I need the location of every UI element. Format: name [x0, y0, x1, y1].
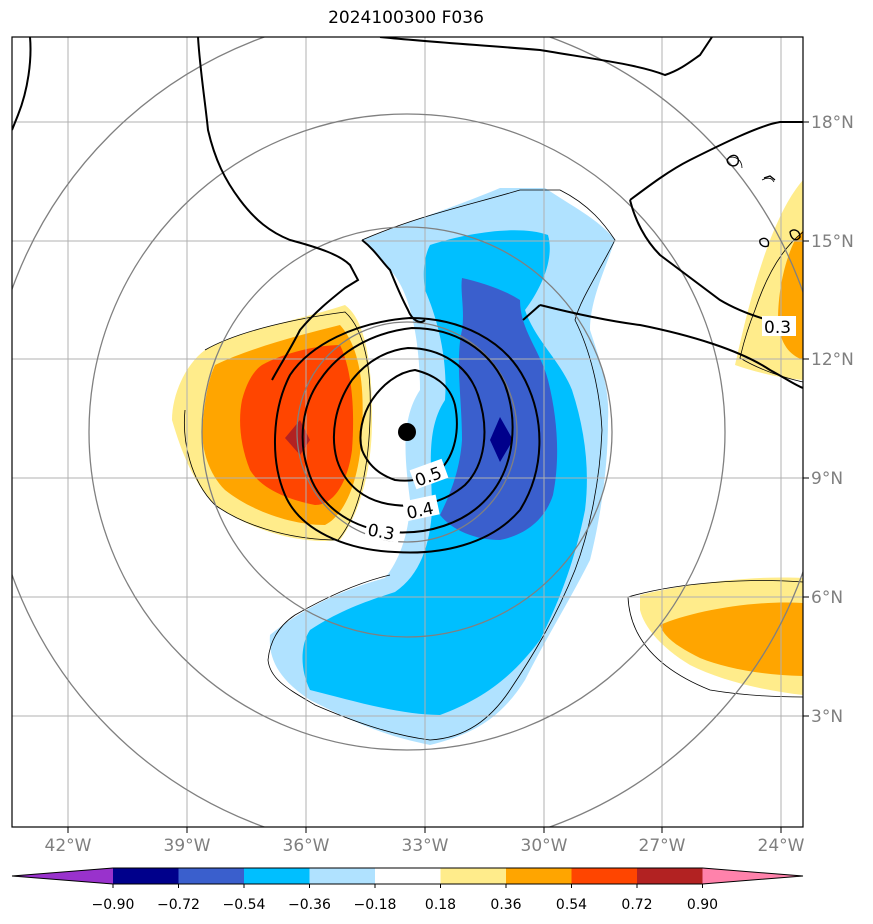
- lon-tick-label: 27°W: [639, 836, 686, 856]
- lon-tick-label: 33°W: [402, 836, 449, 856]
- colorbar-tick-label: 0.18: [425, 897, 456, 913]
- colorbar-bin: [178, 868, 245, 884]
- colorbar-extend-high: [702, 868, 803, 884]
- lat-tick-label: 3°N: [811, 707, 843, 727]
- colorbar-tick-label: 0.54: [556, 897, 587, 913]
- colorbar: −0.90 −0.72 −0.54 −0.36 −0.18 0.18 0.36 0.54 0.7…: [11, 867, 804, 913]
- colorbar-bin: [440, 868, 507, 884]
- positive-anomaly-west: [172, 305, 372, 541]
- range-ring-1: [201, 226, 613, 638]
- colorbar-bin: [244, 868, 310, 884]
- range-ring-0: [296, 321, 518, 543]
- lat-tick-label: 6°N: [811, 588, 843, 608]
- lat-lon-grid: [12, 37, 803, 827]
- lon-tick-label: 39°W: [164, 836, 211, 856]
- minor-contour-glyphs: [726, 154, 801, 248]
- range-rings: [12, 37, 803, 827]
- storm-center-marker: [398, 423, 416, 441]
- lat-tick-label: 15°N: [811, 232, 854, 252]
- latitude-axis: 18°N 15°N 12°N 9°N 6°N 3°N: [803, 113, 854, 727]
- map-title: 2024100300 F036: [328, 8, 484, 28]
- colorbar-bin: [113, 868, 179, 884]
- colorbar-tick-label: −0.18: [354, 897, 397, 913]
- contour-label-group: 0.5 0.4 0.3 0.3: [364, 316, 796, 545]
- lon-tick-label: 24°W: [758, 836, 805, 856]
- lat-tick-label: 18°N: [811, 113, 854, 133]
- map-frame: [11, 36, 804, 828]
- colorbar-bin: [506, 868, 572, 884]
- lat-tick-label: 9°N: [811, 469, 843, 489]
- lat-tick-label: 12°N: [811, 350, 854, 370]
- contour-label-03-south: 0.3: [366, 521, 396, 545]
- colorbar-tick-label: −0.72: [157, 897, 200, 913]
- lon-tick-label: 30°W: [521, 836, 568, 856]
- lon-tick-label: 42°W: [45, 836, 92, 856]
- colorbar-tick-label: 0.72: [621, 897, 652, 913]
- colorbar-tick-label: −0.36: [288, 897, 331, 913]
- longitude-axis: 42°W 39°W 36°W 33°W 30°W 27°W 24°W: [45, 827, 805, 856]
- colorbar-tick-label: 0.36: [490, 897, 521, 913]
- colorbar-bin: [571, 868, 638, 884]
- lon-tick-label: 36°W: [283, 836, 330, 856]
- map-plot-area: 0.5 0.4 0.3 0.3: [12, 37, 803, 827]
- positive-anomaly-southeast: [640, 577, 803, 695]
- contour-label-03-east: 0.3: [764, 318, 791, 338]
- colorbar-bin: [375, 868, 441, 884]
- colorbar-tick-label: −0.54: [223, 897, 266, 913]
- colorbar-extend-low: [12, 868, 113, 884]
- range-ring-2: [88, 113, 726, 751]
- colorbar-tick-label: 0.90: [687, 897, 718, 913]
- colorbar-bin: [637, 868, 703, 884]
- colorbar-bin: [309, 868, 376, 884]
- colorbar-tick-label: −0.90: [92, 897, 135, 913]
